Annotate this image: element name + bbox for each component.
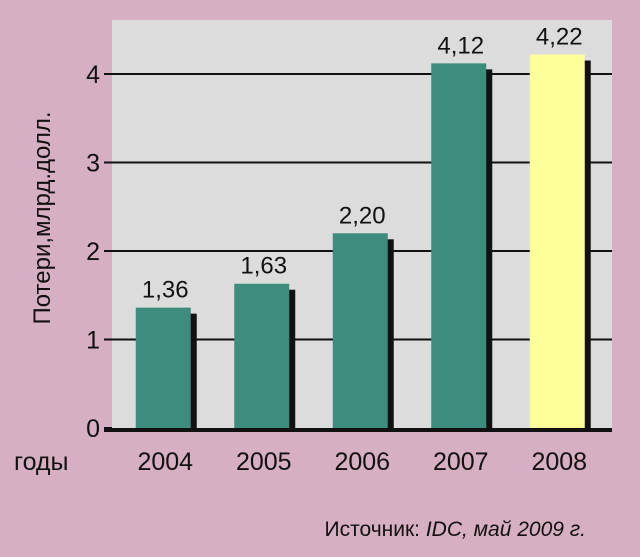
data-label: 1,63 bbox=[240, 253, 287, 280]
x-tick-labels: 2004 2005 2006 2007 2008 bbox=[137, 448, 587, 476]
source-text: IDC, май 2009 г. bbox=[425, 518, 586, 541]
y-tick-label: 2 bbox=[86, 238, 100, 266]
data-label: 1,36 bbox=[142, 277, 189, 304]
x-tick-label: 2007 bbox=[433, 448, 489, 476]
bar bbox=[529, 54, 585, 428]
bar bbox=[135, 307, 191, 428]
x-tick-label: 2004 bbox=[137, 448, 193, 476]
bar bbox=[234, 283, 290, 428]
data-label: 2,20 bbox=[339, 202, 386, 229]
data-labels: 1,36 1,63 2,20 4,12 4,22 bbox=[142, 24, 583, 304]
y-tick-labels: 0 1 2 3 4 bbox=[86, 61, 100, 443]
x-tick-label: 2008 bbox=[531, 448, 587, 476]
y-axis-title: Потери,млрд.долл. bbox=[29, 111, 56, 324]
y-tick-label: 1 bbox=[86, 327, 100, 355]
x-tick-label: 2006 bbox=[334, 448, 390, 476]
data-label: 4,22 bbox=[536, 24, 583, 51]
bar bbox=[332, 233, 388, 428]
source-note: Источник: IDC, май 2009 г. bbox=[325, 518, 587, 542]
source-prefix: Источник: bbox=[324, 518, 426, 541]
y-tick-label: 4 bbox=[86, 61, 100, 89]
x-tick-label: 2005 bbox=[236, 448, 292, 476]
y-tick-label: 3 bbox=[86, 150, 100, 178]
bars bbox=[135, 54, 591, 428]
x-axis-title: годы bbox=[14, 448, 68, 476]
bar bbox=[431, 63, 487, 428]
data-label: 4,12 bbox=[437, 32, 484, 59]
y-tick-label: 0 bbox=[86, 415, 100, 443]
